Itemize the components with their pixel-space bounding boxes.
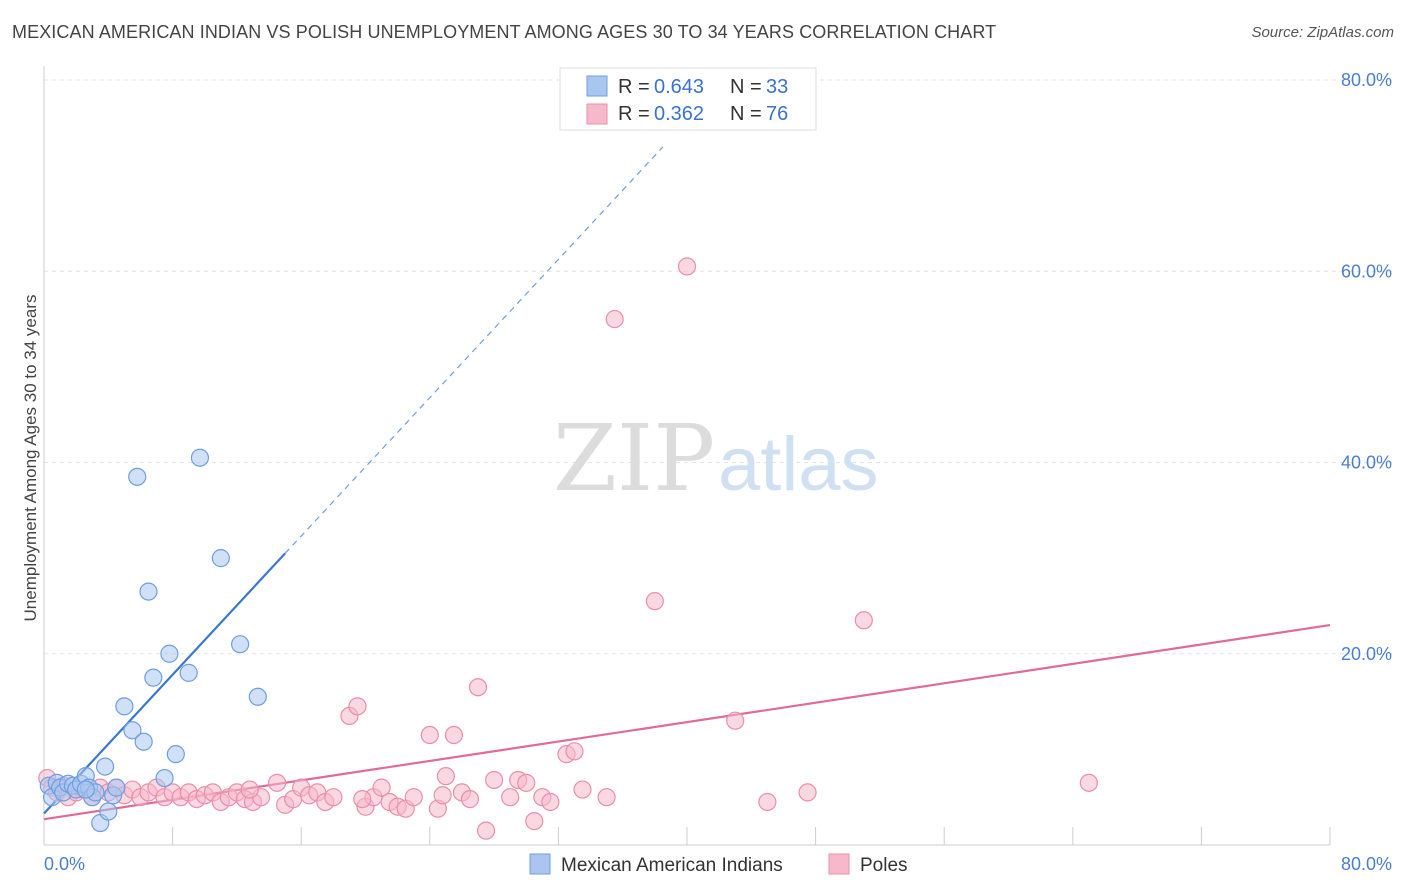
point-poles [677,257,697,276]
point-poles [605,309,624,329]
point-poles [476,821,496,840]
point-poles [597,788,616,807]
legend-r-label-blue: R = [618,76,650,98]
legend-r-label-pink: R = [618,103,650,125]
bottom-legend-label-blue: Mexican American Indians [561,855,783,876]
point-mexican-american-indians [139,582,158,601]
point-poles [525,811,544,831]
point-poles [501,788,520,807]
trend-line-extension-mexican-american-indians [284,146,664,554]
point-poles [420,725,439,745]
point-mexican-american-indians [123,721,142,740]
point-mexican-american-indians [179,663,198,682]
bottom-legend: Mexican American Indians Poles [529,853,908,876]
point-poles [798,783,817,802]
point-mexican-american-indians [155,768,174,788]
x-tick-label-min: 0.0% [44,854,85,874]
point-mexican-american-indians [99,802,118,821]
point-poles [267,773,287,792]
point-mexican-american-indians [128,467,147,486]
point-mexican-american-indians [76,780,95,799]
point-poles [353,789,372,809]
legend-n-label-blue: N = [730,76,762,98]
point-poles [645,592,664,611]
point-mexican-american-indians [166,745,185,764]
point-poles [517,773,536,792]
axes [43,66,1331,846]
legend-n-label-pink: N = [730,103,762,125]
point-mexican-american-indians [190,448,210,467]
point-mexican-american-indians [160,644,179,663]
point-poles [468,678,488,697]
data-points [38,257,1098,840]
point-mexican-american-indians [107,778,126,797]
point-mexican-american-indians [95,757,115,776]
legend-n-value-blue: 33 [766,76,788,98]
legend-swatch-blue [586,75,608,97]
legend-r-value-pink: 0.362 [654,103,704,125]
chart-title: MEXICAN AMERICAN INDIAN VS POLISH UNEMPL… [12,22,997,42]
point-poles [726,711,745,730]
legend-r-value-blue: 0.643 [654,76,704,98]
point-mexican-american-indians [248,687,267,706]
y-tick-label: 40.0% [1341,453,1392,473]
legend-swatch-pink [586,103,608,125]
watermark-atlas: atlas [718,422,879,507]
legend-n-value-pink: 76 [766,103,788,125]
point-poles [565,742,584,761]
bottom-legend-swatch-pink [828,853,850,875]
point-poles [436,767,455,786]
point-poles [240,780,259,799]
x-tick-label-max: 80.0% [1341,854,1392,874]
legend-box: R = 0.643 N = 33 R = 0.362 N = 76 [559,67,817,131]
point-mexican-american-indians [115,697,134,716]
point-poles [404,788,423,807]
y-tick-label: 60.0% [1341,261,1392,281]
y-tick-label: 80.0% [1341,70,1392,90]
point-poles [460,789,480,809]
point-mexican-american-indians [144,668,163,687]
source-label: Source: ZipAtlas.com [1251,24,1394,41]
point-poles [1079,773,1098,792]
watermark: ZIP atlas [553,405,879,512]
point-poles [758,792,777,812]
point-poles [541,792,560,812]
y-tick-label: 20.0% [1341,644,1392,664]
bottom-legend-swatch-blue [529,853,551,875]
point-poles [444,725,464,745]
point-poles [854,611,873,630]
point-poles [573,780,592,799]
bottom-legend-label-pink: Poles [860,855,908,876]
grid-lines [44,79,1392,655]
y-tick-labels: 20.0% 40.0% 60.0% 80.0% [1341,70,1392,664]
y-axis-title: Unemployment Among Ages 30 to 34 years [21,295,40,622]
watermark-zip: ZIP [553,405,715,512]
point-mexican-american-indians [211,549,230,568]
point-mexican-american-indians [134,732,153,751]
point-poles [485,770,504,790]
point-poles [324,788,343,807]
point-poles [433,786,452,805]
point-poles [348,697,367,716]
point-poles [372,778,391,797]
point-mexican-american-indians [231,635,250,654]
